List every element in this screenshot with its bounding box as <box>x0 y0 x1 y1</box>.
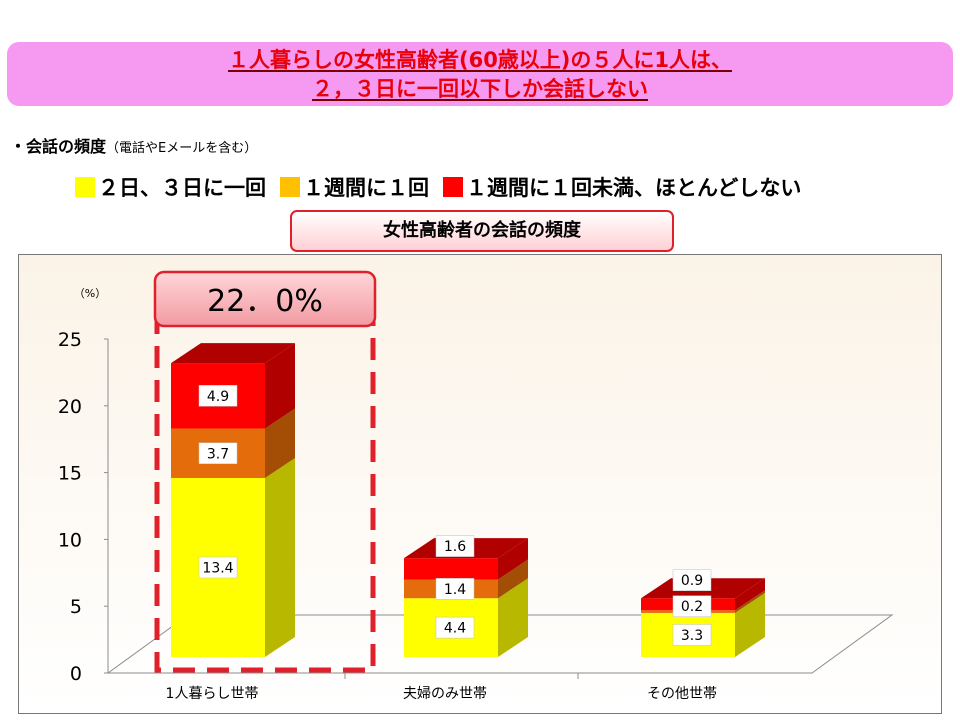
legend-swatch-2 <box>280 177 300 197</box>
data-label-2-1: 4.4 <box>444 621 466 637</box>
data-label-box <box>198 385 238 407</box>
y-axis-unit: （%） <box>74 287 106 300</box>
legend-label-2: １週間に１回 <box>303 176 429 200</box>
legend-item-series-3: １週間に１回未満、ほとんどしない <box>443 172 801 202</box>
data-label-1-3: 4.9 <box>207 389 229 405</box>
bar-top-1 <box>171 343 295 364</box>
data-label-3-2: 0.2 <box>681 599 703 615</box>
bar-side-1-2 <box>265 408 295 478</box>
y-tick-label: 20 <box>58 396 82 418</box>
chart-title: 女性高齢者の会話の頻度 <box>290 210 674 252</box>
highlight-callout-box <box>153 270 377 328</box>
data-label-box <box>435 578 475 600</box>
y-tick-label: 0 <box>70 663 82 685</box>
data-label-box <box>435 616 475 639</box>
y-tick-label: 10 <box>58 529 82 551</box>
chart-legend: ２日、３日に一回 １週間に１回 １週間に１回未満、ほとんどしない <box>75 172 801 202</box>
headline-line-2: ２，３日に一回以下しか会話しない <box>312 77 648 101</box>
x-tick-label-2: 夫婦のみ世帯 <box>403 685 487 702</box>
data-label-2-2: 1.4 <box>444 582 466 598</box>
bar-segment-2-3 <box>404 558 498 580</box>
data-label-3-1: 3.3 <box>681 628 703 644</box>
frequency-label: ・会話の頻度（電話やEメールを含む） <box>10 133 257 157</box>
bar-side-1-3 <box>265 343 295 429</box>
legend-swatch-1 <box>75 177 95 197</box>
data-label-3-3: 0.9 <box>681 573 703 589</box>
data-label-box <box>198 442 238 465</box>
legend-item-series-1: ２日、３日に一回 <box>75 172 266 202</box>
x-tick-label-1: 1人暮らし世帯 <box>166 686 259 702</box>
bar-side-3-1 <box>735 592 765 657</box>
bar-side-3-3 <box>735 578 765 611</box>
data-label-box <box>672 569 712 591</box>
headline-line-1: １人暮らしの女性高齢者(60歳以上)の５人に1人は、 <box>227 48 733 72</box>
frequency-label-text: ・会話の頻度 <box>10 137 107 156</box>
bar-side-2-3 <box>498 538 528 580</box>
y-tick-label: 5 <box>70 596 82 618</box>
frequency-note: （電話やEメールを含む） <box>106 141 258 156</box>
data-label-1-2: 3.7 <box>207 446 229 462</box>
y-tick-label: 15 <box>58 463 82 485</box>
x-tick-label-3: その他世帯 <box>647 686 717 702</box>
data-label-box <box>435 535 475 557</box>
bar-side-2-1 <box>498 578 528 657</box>
y-tick-label: 25 <box>58 329 82 351</box>
bar-side-1-1 <box>265 457 295 657</box>
bar-side-2-2 <box>498 559 528 599</box>
data-label-box <box>672 595 712 617</box>
highlight-callout-value: 22．0% <box>207 284 323 319</box>
data-label-1-1: 13.4 <box>202 560 233 576</box>
data-label-2-3: 1.6 <box>444 539 466 555</box>
legend-swatch-3 <box>443 177 463 197</box>
data-label-box <box>672 624 712 646</box>
legend-item-series-2: １週間に１回 <box>280 172 429 202</box>
headline-banner: １人暮らしの女性高齢者(60歳以上)の５人に1人は、 ２，３日に一回以下しか会話… <box>7 42 953 106</box>
legend-label-1: ２日、３日に一回 <box>98 176 266 200</box>
bar-side-3-2 <box>735 590 765 613</box>
legend-label-3: １週間に１回未満、ほとんどしない <box>466 176 802 200</box>
data-label-box <box>198 556 238 579</box>
